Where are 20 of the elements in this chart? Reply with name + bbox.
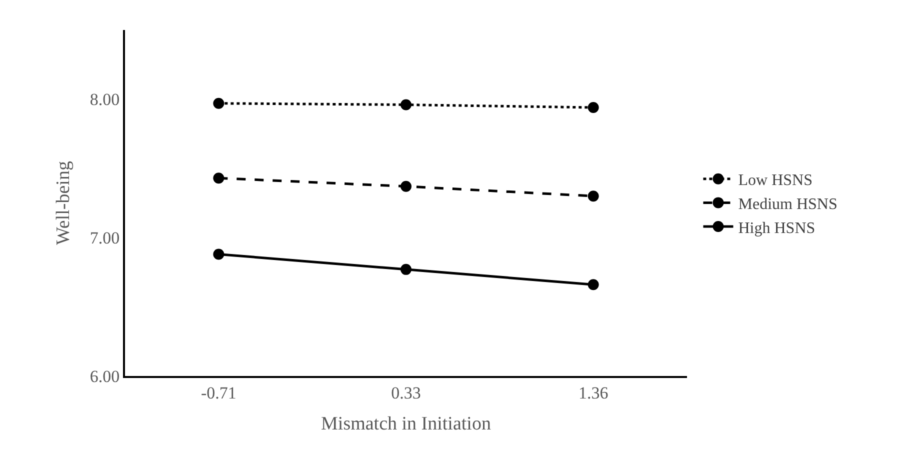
point [588,279,599,290]
point [588,190,599,202]
x-axis-title: Mismatch in Initiation [321,414,492,435]
point [213,172,224,184]
legend-label: Medium HSNS [738,196,838,213]
y-tick-label: 7.00 [90,228,120,248]
point [400,99,412,110]
x-tick-label: 0.33 [391,383,421,402]
point [400,180,412,192]
legend-label: High HSNS [738,220,816,237]
legend-label: Low HSNS [738,172,812,190]
point [400,264,412,275]
y-axis-title: Well-being [53,160,74,245]
point [213,248,224,260]
point [213,98,224,109]
x-tick-label: -0.71 [200,383,236,402]
point [588,102,599,113]
y-tick-label: 6.00 [90,366,120,386]
x-tick-label: 1.36 [578,383,608,402]
y-tick-label: 8.00 [90,90,120,110]
